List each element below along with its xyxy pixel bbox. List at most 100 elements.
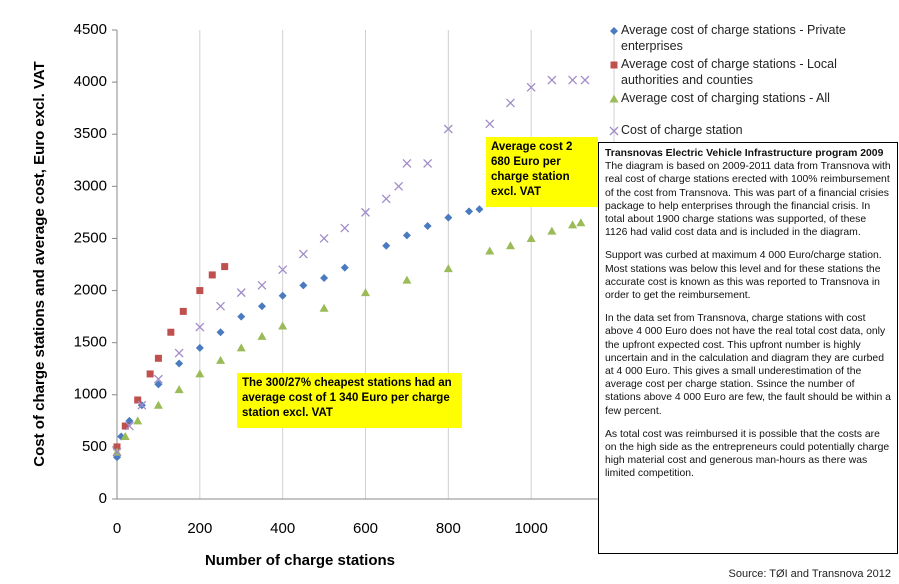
point — [443, 124, 453, 134]
point — [278, 291, 287, 300]
point — [576, 218, 586, 227]
point — [167, 328, 175, 336]
y-tick-label: 500 — [82, 438, 107, 455]
x-tick-label: 600 — [353, 520, 378, 537]
point — [216, 328, 225, 337]
point — [113, 443, 121, 451]
point — [278, 265, 288, 275]
y-tick-label: 3500 — [74, 125, 107, 142]
x-axis-title: Number of charge stations — [205, 552, 395, 569]
point — [154, 380, 163, 389]
legend-symbol — [609, 126, 619, 136]
x-tick-label: 1000 — [514, 520, 547, 537]
y-tick-label: 3000 — [74, 177, 107, 194]
y-tick-label: 1500 — [74, 334, 107, 351]
point — [526, 82, 536, 92]
point — [381, 194, 391, 204]
y-tick-label: 2000 — [74, 282, 107, 299]
point — [485, 119, 495, 129]
point — [547, 75, 557, 85]
point — [179, 307, 187, 315]
point — [153, 374, 163, 384]
point — [580, 75, 590, 85]
source: Source: TØI and Transnova 2012 — [728, 568, 891, 580]
legend-symbol — [610, 61, 618, 69]
point — [120, 431, 130, 440]
point — [257, 302, 266, 311]
text-box-paragraph: The diagram is based on 2009-2011 data f… — [605, 161, 891, 239]
point — [154, 354, 162, 362]
point — [174, 348, 184, 358]
annotation: Average cost 2 680 Euro per charge stati… — [486, 137, 598, 207]
point — [237, 312, 246, 321]
point — [465, 207, 474, 216]
point — [402, 158, 412, 168]
x-tick-label: 800 — [436, 520, 461, 537]
y-tick-label: 4500 — [74, 21, 107, 38]
point — [174, 385, 184, 394]
point — [216, 301, 226, 311]
point — [382, 241, 391, 250]
point — [124, 421, 134, 431]
point — [216, 355, 226, 364]
point — [195, 369, 205, 378]
annotation: The 300/27% cheapest stations had an ave… — [237, 373, 462, 428]
point — [340, 263, 349, 272]
point — [195, 322, 205, 332]
point — [568, 220, 578, 229]
point — [153, 400, 163, 409]
point — [112, 447, 122, 457]
point — [121, 422, 129, 430]
text-box-title: Transnovas Electric Vehicle Infrastructu… — [605, 148, 884, 159]
point — [298, 249, 308, 259]
text-box-paragraph: As total cost was reimbursed it is possi… — [605, 428, 890, 480]
point — [526, 233, 536, 242]
point — [257, 331, 267, 340]
text-box-paragraph: Support was curbed at maximum 4 000 Euro… — [605, 250, 882, 302]
point — [402, 231, 411, 240]
point — [299, 281, 308, 290]
point — [146, 370, 154, 378]
text-box: Transnovas Electric Vehicle Infrastructu… — [598, 142, 898, 554]
point — [394, 181, 404, 191]
point — [547, 226, 557, 235]
legend-marker — [609, 94, 619, 103]
text-box-paragraph: In the data set from Transnova, charge s… — [605, 313, 891, 417]
legend-label: Average cost of charge stations - Local … — [621, 57, 837, 87]
point — [444, 213, 453, 222]
point — [196, 287, 204, 295]
point — [423, 221, 432, 230]
y-tick-label: 4000 — [74, 73, 107, 90]
legend-label: Average cost of charging stations - All — [621, 91, 830, 105]
point — [485, 246, 495, 255]
legend-marker — [609, 126, 619, 136]
legend-label: Average cost of charge stations - Privat… — [621, 23, 846, 53]
point — [402, 275, 412, 284]
point — [568, 75, 578, 85]
point — [195, 343, 204, 352]
legend-symbol — [610, 27, 618, 35]
legend-symbol — [609, 94, 619, 103]
point — [361, 207, 370, 217]
y-tick-label: 0 — [99, 490, 107, 507]
point — [236, 343, 246, 352]
point — [221, 263, 229, 271]
point — [208, 271, 216, 279]
point — [475, 205, 484, 214]
x-tick-label: 400 — [270, 520, 295, 537]
point — [133, 416, 143, 425]
point — [320, 274, 329, 283]
point — [319, 303, 329, 312]
x-tick-label: 0 — [113, 520, 121, 537]
legend-marker — [610, 27, 618, 35]
point — [361, 288, 370, 297]
point — [505, 98, 515, 108]
point — [236, 288, 246, 298]
point — [505, 241, 515, 250]
y-tick-label: 2500 — [74, 229, 107, 246]
legend-marker — [610, 61, 618, 69]
point — [175, 359, 184, 368]
point — [319, 233, 329, 243]
point — [134, 396, 142, 404]
y-tick-label: 1000 — [74, 386, 107, 403]
